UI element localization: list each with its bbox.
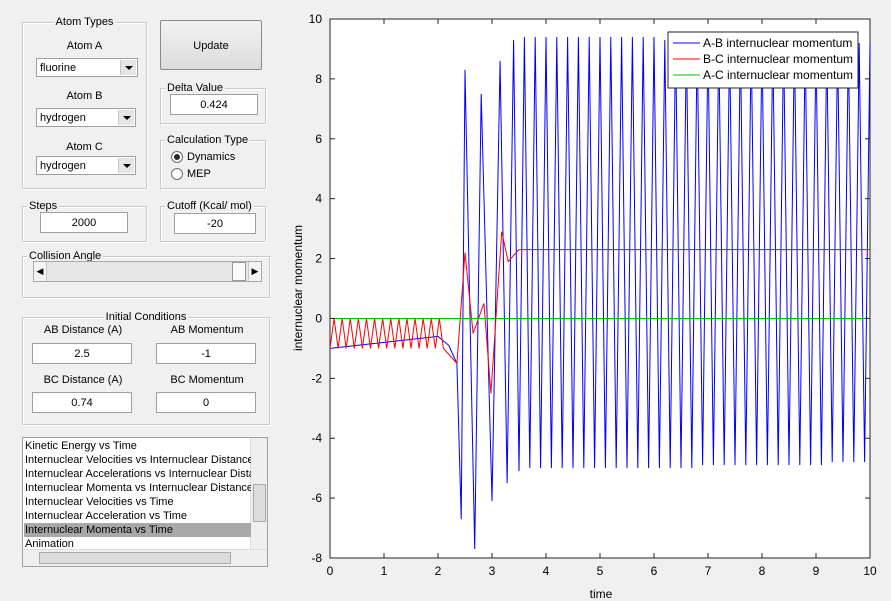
atom-types-group: Atom Types — [22, 16, 147, 189]
slider-left-arrow[interactable]: ◀ — [34, 262, 47, 281]
y-tick-label: -6 — [311, 491, 322, 505]
input-value: -1 — [201, 348, 211, 360]
legend-label: A-C internuclear momentum — [703, 68, 853, 82]
list-item[interactable]: Internuclear Velocities vs Internuclear … — [25, 454, 251, 466]
initial-conditions-group: Initial Conditions — [22, 311, 270, 425]
delta-value-group: Delta Value — [160, 82, 266, 124]
group-title: Collision Angle — [27, 250, 104, 262]
bc-momentum-input[interactable]: 0 — [156, 392, 256, 413]
cutoff-input[interactable]: -20 — [174, 213, 256, 234]
button-label: Update — [193, 40, 229, 52]
plot-area — [329, 18, 871, 559]
dropdown-value: fluorine — [40, 62, 77, 74]
dropdown[interactable]: hydrogen — [36, 108, 136, 127]
dropdown[interactable]: hydrogen — [36, 156, 136, 175]
input-value: 0.74 — [71, 397, 93, 409]
label: Atom C — [66, 141, 103, 153]
list-item[interactable]: Internuclear Accelerations vs Internucle… — [25, 468, 251, 480]
series-line — [329, 231, 870, 394]
label: AB Momentum — [170, 324, 244, 336]
radio-label: Dynamics — [187, 151, 236, 163]
y-tick-label: 0 — [315, 311, 322, 325]
x-tick-label: 6 — [651, 564, 658, 578]
y-tick-label: -2 — [311, 371, 322, 385]
label: BC Momentum — [170, 374, 244, 386]
steps-input[interactable]: 2000 — [40, 212, 128, 233]
list-item[interactable]: Internuclear Velocities vs Time — [25, 496, 174, 508]
y-axis-label: internuclear momentum — [291, 225, 305, 351]
lines — [329, 36, 871, 550]
dropdown-value: hydrogen — [40, 160, 86, 172]
y-tick-label: 10 — [309, 12, 323, 26]
x-tick-label: 9 — [813, 564, 820, 578]
group-title: Atom Types — [53, 16, 116, 28]
group-title: Calculation Type — [165, 134, 251, 146]
input-value: 2.5 — [74, 348, 90, 360]
legend-label: A-B internuclear momentum — [703, 36, 852, 50]
group-title: Initial Conditions — [103, 311, 189, 323]
ab-momentum-input[interactable]: -1 — [156, 343, 256, 364]
list-item[interactable]: Kinetic Energy vs Time — [25, 440, 137, 452]
radio-button[interactable]: MEP — [171, 168, 211, 180]
cutoff-group: Cutoff (Kcal/ mol) — [160, 200, 266, 242]
ab-distance-input[interactable]: 2.5 — [32, 343, 132, 364]
legend-box — [667, 31, 859, 89]
input-value: 0 — [202, 397, 210, 409]
label: BC Distance (A) — [43, 374, 123, 386]
slider-right-arrow[interactable]: ▶ — [248, 262, 261, 281]
x-tick-label: 4 — [543, 564, 550, 578]
y-tick-label: 6 — [315, 132, 322, 146]
x-tick-label: 2 — [435, 564, 442, 578]
list-item[interactable]: Internuclear Momenta vs Time — [24, 523, 251, 537]
group-title: Delta Value — [165, 82, 226, 94]
input-value: -20 — [207, 218, 223, 230]
scroll-thumb[interactable] — [253, 484, 266, 522]
label: Atom A — [66, 40, 103, 52]
slider[interactable]: ◀ ▶ — [33, 261, 262, 282]
x-tick-label: 8 — [759, 564, 766, 578]
vertical-scrollbar[interactable] — [250, 438, 267, 550]
input-value: 0.424 — [200, 99, 228, 111]
x-tick-label: 0 — [327, 564, 334, 578]
list-item[interactable]: Animation — [25, 538, 74, 550]
update-button[interactable]: Update — [160, 20, 262, 70]
x-tick-label: 5 — [597, 564, 604, 578]
y-tick-label: 2 — [315, 252, 322, 266]
dropdown[interactable]: fluorine — [36, 58, 138, 77]
calculation-type-group: Calculation Type — [160, 134, 266, 189]
list-item[interactable]: Internuclear Momenta vs Internuclear Dis… — [25, 482, 251, 494]
x-tick-label: 10 — [863, 564, 877, 578]
dropdown-value: hydrogen — [40, 112, 86, 124]
y-tick-label: 8 — [315, 72, 322, 86]
horizontal-scrollbar[interactable] — [23, 549, 267, 566]
legend-label: B-C internuclear momentum — [703, 52, 853, 66]
slider-thumb[interactable] — [232, 262, 246, 281]
x-tick-label: 1 — [381, 564, 388, 578]
x-tick-label: 7 — [705, 564, 712, 578]
x-axis-label: time — [590, 587, 613, 601]
group-title: Steps — [27, 200, 60, 212]
y-tick-label: -4 — [311, 431, 322, 445]
x-tick-label: 3 — [489, 564, 496, 578]
label: AB Distance (A) — [43, 324, 123, 336]
scroll-thumb[interactable] — [39, 552, 231, 564]
y-tick-label: 4 — [315, 192, 322, 206]
series-line — [329, 36, 871, 550]
list-item[interactable]: Internuclear Acceleration vs Time — [25, 510, 188, 522]
bc-distance-input[interactable]: 0.74 — [32, 392, 132, 413]
delta-value-input[interactable]: 0.424 — [170, 94, 258, 115]
radio-label: MEP — [187, 168, 211, 180]
steps-group: Steps — [22, 200, 147, 242]
group-title: Cutoff (Kcal/ mol) — [165, 200, 254, 212]
y-tick-label: -8 — [311, 551, 322, 565]
input-value: 2000 — [71, 217, 97, 229]
radio-button[interactable]: Dynamics — [171, 151, 235, 163]
plot-listbox[interactable]: Kinetic Energy vs Time Internuclear Veloc… — [22, 437, 268, 567]
collision-angle-group: Collision Angle — [22, 250, 270, 298]
label: Atom B — [66, 90, 103, 102]
